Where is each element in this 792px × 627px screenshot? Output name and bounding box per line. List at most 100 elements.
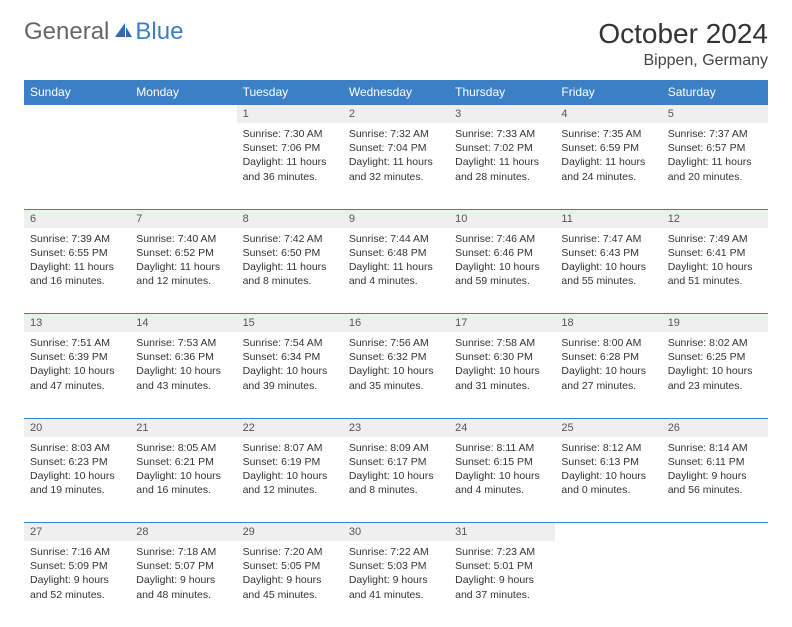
sunset-line: Sunset: 6:15 PM <box>455 455 549 469</box>
day-content-cell: Sunrise: 7:30 AMSunset: 7:06 PMDaylight:… <box>237 123 343 209</box>
day-content-cell: Sunrise: 7:46 AMSunset: 6:46 PMDaylight:… <box>449 228 555 314</box>
daylight-line: Daylight: 10 hours and 0 minutes. <box>561 469 655 497</box>
day-number-cell: 6 <box>24 209 130 228</box>
day-number-cell <box>24 105 130 124</box>
sunrise-line: Sunrise: 7:46 AM <box>455 232 549 246</box>
sunset-line: Sunset: 7:06 PM <box>243 141 337 155</box>
sunset-line: Sunset: 5:05 PM <box>243 559 337 573</box>
daylight-line: Daylight: 11 hours and 8 minutes. <box>243 260 337 288</box>
daylight-line: Daylight: 10 hours and 39 minutes. <box>243 364 337 392</box>
day-number-cell: 9 <box>343 209 449 228</box>
sunrise-line: Sunrise: 7:20 AM <box>243 545 337 559</box>
day-number-cell: 1 <box>237 105 343 124</box>
sunrise-line: Sunrise: 7:39 AM <box>30 232 124 246</box>
day-content-cell: Sunrise: 8:07 AMSunset: 6:19 PMDaylight:… <box>237 437 343 523</box>
sunrise-line: Sunrise: 7:58 AM <box>455 336 549 350</box>
daylight-line: Daylight: 10 hours and 8 minutes. <box>349 469 443 497</box>
daylight-line: Daylight: 11 hours and 32 minutes. <box>349 155 443 183</box>
day-content-cell: Sunrise: 7:42 AMSunset: 6:50 PMDaylight:… <box>237 228 343 314</box>
day-content-cell: Sunrise: 7:35 AMSunset: 6:59 PMDaylight:… <box>555 123 661 209</box>
daynum-row: 20212223242526 <box>24 418 768 437</box>
day-content-cell: Sunrise: 8:02 AMSunset: 6:25 PMDaylight:… <box>662 332 768 418</box>
content-row: Sunrise: 7:16 AMSunset: 5:09 PMDaylight:… <box>24 541 768 627</box>
day-number-cell: 18 <box>555 314 661 333</box>
day-number-cell: 30 <box>343 523 449 542</box>
sunrise-line: Sunrise: 7:37 AM <box>668 127 762 141</box>
day-number-cell: 24 <box>449 418 555 437</box>
sunset-line: Sunset: 6:25 PM <box>668 350 762 364</box>
sunset-line: Sunset: 5:01 PM <box>455 559 549 573</box>
daylight-line: Daylight: 10 hours and 51 minutes. <box>668 260 762 288</box>
day-content-cell: Sunrise: 8:11 AMSunset: 6:15 PMDaylight:… <box>449 437 555 523</box>
daylight-line: Daylight: 11 hours and 36 minutes. <box>243 155 337 183</box>
sunset-line: Sunset: 6:59 PM <box>561 141 655 155</box>
daylight-line: Daylight: 10 hours and 47 minutes. <box>30 364 124 392</box>
sunset-line: Sunset: 6:57 PM <box>668 141 762 155</box>
day-content-cell: Sunrise: 7:23 AMSunset: 5:01 PMDaylight:… <box>449 541 555 627</box>
day-number-cell: 19 <box>662 314 768 333</box>
sunrise-line: Sunrise: 8:03 AM <box>30 441 124 455</box>
day-content-cell <box>662 541 768 627</box>
sunrise-line: Sunrise: 7:49 AM <box>668 232 762 246</box>
day-content-cell: Sunrise: 8:14 AMSunset: 6:11 PMDaylight:… <box>662 437 768 523</box>
sunrise-line: Sunrise: 8:02 AM <box>668 336 762 350</box>
day-number-cell: 8 <box>237 209 343 228</box>
sunrise-line: Sunrise: 8:11 AM <box>455 441 549 455</box>
day-content-cell: Sunrise: 8:00 AMSunset: 6:28 PMDaylight:… <box>555 332 661 418</box>
location-label: Bippen, Germany <box>598 52 768 70</box>
day-content-cell: Sunrise: 7:58 AMSunset: 6:30 PMDaylight:… <box>449 332 555 418</box>
sunset-line: Sunset: 6:11 PM <box>668 455 762 469</box>
day-number-cell: 13 <box>24 314 130 333</box>
day-number-cell: 10 <box>449 209 555 228</box>
daylight-line: Daylight: 10 hours and 59 minutes. <box>455 260 549 288</box>
sunset-line: Sunset: 6:52 PM <box>136 246 230 260</box>
sunrise-line: Sunrise: 8:07 AM <box>243 441 337 455</box>
day-content-cell: Sunrise: 7:39 AMSunset: 6:55 PMDaylight:… <box>24 228 130 314</box>
sunset-line: Sunset: 5:09 PM <box>30 559 124 573</box>
day-number-cell: 28 <box>130 523 236 542</box>
sunrise-line: Sunrise: 8:05 AM <box>136 441 230 455</box>
day-number-cell: 3 <box>449 105 555 124</box>
day-header: Thursday <box>449 80 555 105</box>
day-content-cell <box>555 541 661 627</box>
day-number-cell: 29 <box>237 523 343 542</box>
daylight-line: Daylight: 9 hours and 37 minutes. <box>455 573 549 601</box>
logo-text-general: General <box>24 18 109 46</box>
daylight-line: Daylight: 11 hours and 24 minutes. <box>561 155 655 183</box>
sunrise-line: Sunrise: 7:54 AM <box>243 336 337 350</box>
day-header: Wednesday <box>343 80 449 105</box>
sunset-line: Sunset: 6:32 PM <box>349 350 443 364</box>
daylight-line: Daylight: 10 hours and 55 minutes. <box>561 260 655 288</box>
day-number-cell: 26 <box>662 418 768 437</box>
day-content-cell: Sunrise: 8:09 AMSunset: 6:17 PMDaylight:… <box>343 437 449 523</box>
content-row: Sunrise: 8:03 AMSunset: 6:23 PMDaylight:… <box>24 437 768 523</box>
day-content-cell: Sunrise: 7:40 AMSunset: 6:52 PMDaylight:… <box>130 228 236 314</box>
sunset-line: Sunset: 6:13 PM <box>561 455 655 469</box>
day-content-cell: Sunrise: 7:47 AMSunset: 6:43 PMDaylight:… <box>555 228 661 314</box>
day-content-cell: Sunrise: 8:05 AMSunset: 6:21 PMDaylight:… <box>130 437 236 523</box>
day-number-cell: 20 <box>24 418 130 437</box>
sunset-line: Sunset: 6:46 PM <box>455 246 549 260</box>
sunrise-line: Sunrise: 7:35 AM <box>561 127 655 141</box>
daylight-line: Daylight: 9 hours and 45 minutes. <box>243 573 337 601</box>
day-number-cell: 23 <box>343 418 449 437</box>
sunset-line: Sunset: 6:34 PM <box>243 350 337 364</box>
day-header: Tuesday <box>237 80 343 105</box>
sunset-line: Sunset: 6:50 PM <box>243 246 337 260</box>
daylight-line: Daylight: 10 hours and 12 minutes. <box>243 469 337 497</box>
daylight-line: Daylight: 11 hours and 20 minutes. <box>668 155 762 183</box>
day-number-cell: 4 <box>555 105 661 124</box>
daylight-line: Daylight: 10 hours and 16 minutes. <box>136 469 230 497</box>
daynum-row: 12345 <box>24 105 768 124</box>
sunset-line: Sunset: 6:39 PM <box>30 350 124 364</box>
daylight-line: Daylight: 10 hours and 31 minutes. <box>455 364 549 392</box>
sunrise-line: Sunrise: 7:47 AM <box>561 232 655 246</box>
day-content-cell: Sunrise: 8:03 AMSunset: 6:23 PMDaylight:… <box>24 437 130 523</box>
sunset-line: Sunset: 6:41 PM <box>668 246 762 260</box>
sunrise-line: Sunrise: 7:33 AM <box>455 127 549 141</box>
logo-text-blue: Blue <box>135 18 183 46</box>
daylight-line: Daylight: 9 hours and 41 minutes. <box>349 573 443 601</box>
sunrise-line: Sunrise: 8:14 AM <box>668 441 762 455</box>
day-number-cell <box>130 105 236 124</box>
sunset-line: Sunset: 7:04 PM <box>349 141 443 155</box>
